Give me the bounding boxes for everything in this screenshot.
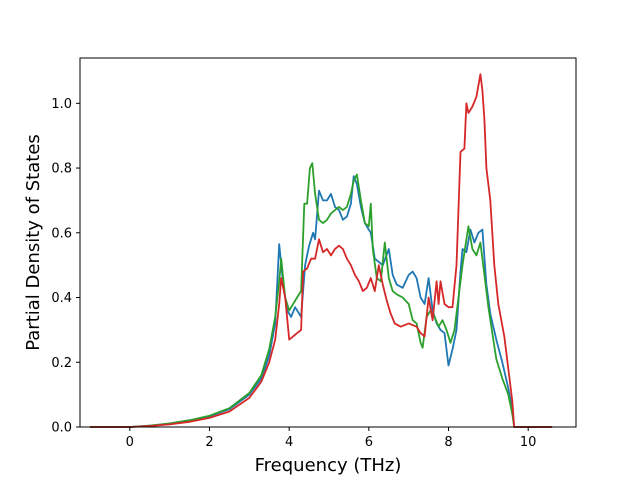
series-line-2 (90, 162, 553, 428)
series-layer (90, 73, 553, 428)
x-tick-label: 8 (444, 435, 452, 450)
x-axis-ticks: 0 2 4 6 8 10 (126, 427, 537, 450)
y-tick-label: 0.6 (51, 226, 72, 241)
x-tick-label: 2 (205, 435, 213, 450)
x-tick-label: 4 (285, 435, 293, 450)
x-tick-label: 10 (520, 435, 537, 450)
series-line-3 (90, 73, 553, 428)
x-axis-title: Frequency (THz) (255, 455, 402, 476)
x-tick-label: 0 (126, 435, 134, 450)
axes-frame (79, 57, 577, 428)
y-axis-title: Partial Density of States (23, 134, 44, 351)
y-tick-label: 0.8 (51, 162, 72, 177)
y-axis-ticks: 0.0 0.2 0.4 0.6 0.8 1.0 (51, 97, 80, 436)
y-tick-label: 1.0 (51, 97, 72, 112)
y-tick-label: 0.0 (51, 421, 72, 436)
y-tick-label: 0.2 (51, 356, 72, 371)
y-tick-label: 0.4 (51, 291, 72, 306)
x-tick-label: 6 (365, 435, 373, 450)
